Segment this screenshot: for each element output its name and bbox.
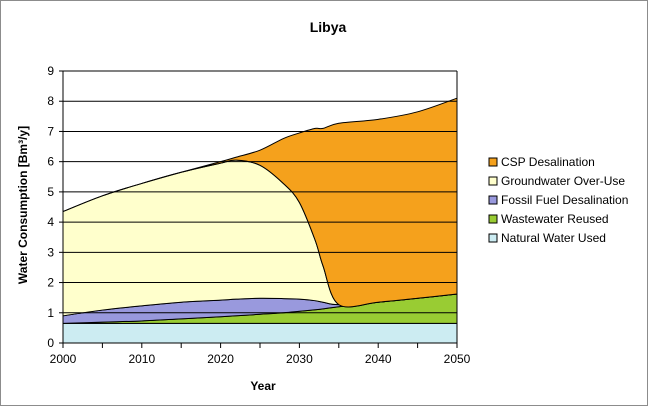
x-tick-label-2010: 2010 (128, 352, 155, 366)
legend-label-natural-water-used: Natural Water Used (501, 231, 606, 245)
chart-title: Libya (310, 19, 347, 35)
area-natural-water-used (62, 322, 458, 344)
x-tick-label-2050: 2050 (444, 352, 471, 366)
y-tick-label-1: 1 (47, 306, 54, 320)
legend-swatch-wastewater-reused (488, 214, 498, 224)
y-tick-labels: 0 1 2 3 4 5 6 7 8 9 (47, 64, 54, 350)
y-tick-label-6: 6 (47, 155, 54, 169)
x-tick-labels: 2000 2010 2020 2030 2040 2050 (50, 352, 471, 366)
legend-swatch-groundwater-over-use (488, 176, 498, 186)
legend-swatch-csp-desalination (488, 157, 498, 167)
x-tick-label-2040: 2040 (365, 352, 392, 366)
y-tick-label-3: 3 (47, 245, 54, 259)
y-tick-label-9: 9 (47, 64, 54, 78)
legend-label-groundwater-over-use: Groundwater Over-Use (501, 174, 625, 188)
gridlines (63, 70, 457, 314)
legend-label-csp-desalination: CSP Desalination (501, 155, 595, 169)
series-areas (62, 97, 458, 344)
y-tick-label-2: 2 (47, 276, 54, 290)
y-axis-title: Water Consumption [Bm³/y] (16, 126, 30, 284)
y-tick-label-0: 0 (47, 336, 54, 350)
legend-label-fossil-fuel-desalination: Fossil Fuel Desalination (501, 193, 628, 207)
y-tick-label-8: 8 (47, 94, 54, 108)
legend-swatch-natural-water-used (488, 233, 498, 243)
legend-swatch-fossil-fuel-desalination (488, 195, 498, 205)
x-axis-title: Year (250, 379, 276, 393)
legend: CSP Desalination Groundwater Over-Use Foss… (488, 155, 628, 245)
x-tick-label-2020: 2020 (207, 352, 234, 366)
x-tick-label-2030: 2030 (286, 352, 313, 366)
x-tick-label-2000: 2000 (50, 352, 77, 366)
y-tick-label-7: 7 (47, 124, 54, 138)
legend-label-wastewater-reused: Wastewater Reused (501, 212, 609, 226)
y-tick-label-5: 5 (47, 185, 54, 199)
axes (59, 70, 458, 348)
y-tick-label-4: 4 (47, 215, 54, 229)
